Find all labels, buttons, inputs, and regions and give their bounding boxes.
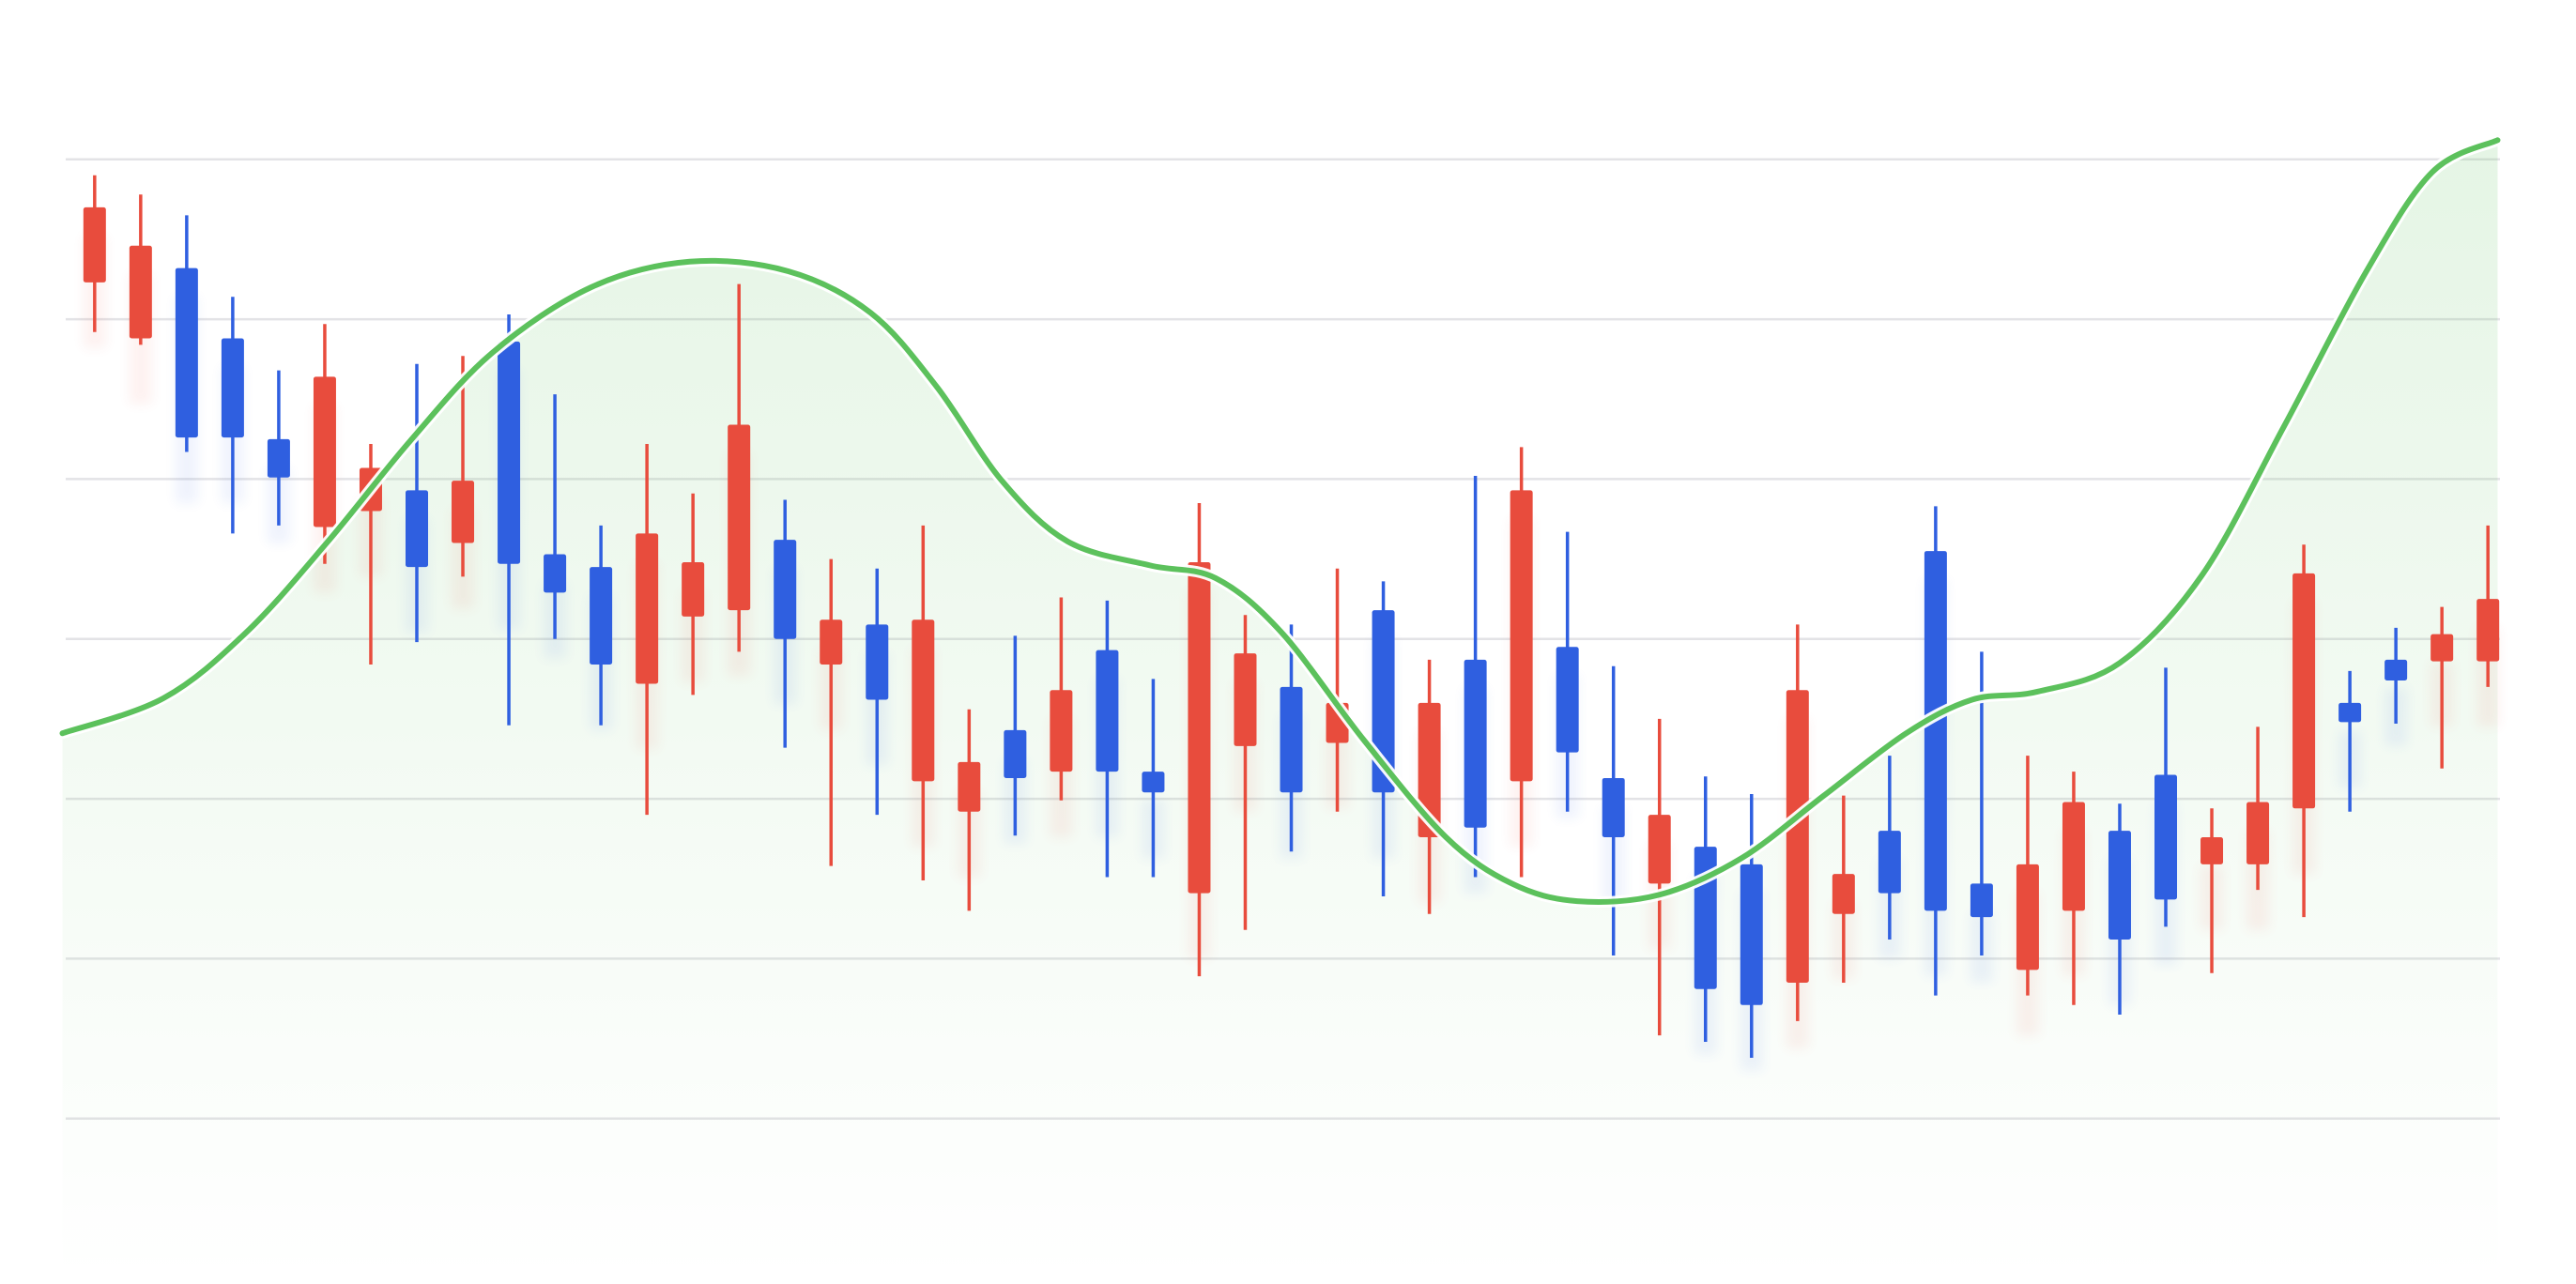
candle-body [267, 438, 290, 478]
candle-body [1188, 561, 1211, 894]
candle-body [1510, 490, 1533, 782]
line-area [62, 140, 2498, 1279]
candle-body [175, 268, 198, 438]
candle-body [2062, 802, 2085, 911]
candle-body [221, 338, 244, 438]
candle-body [452, 481, 475, 543]
candle-body [682, 561, 705, 617]
candle-body [774, 540, 797, 639]
candle-body [1280, 686, 1303, 793]
candle-body [2016, 864, 2039, 971]
candle-body [2384, 659, 2408, 681]
candle-body [1786, 690, 1809, 983]
candle-body [1648, 815, 1671, 884]
candle-body [866, 624, 889, 700]
candle-body [1924, 551, 1947, 911]
candle-body [1464, 659, 1487, 828]
candle-body [1050, 690, 1073, 772]
candle-body [1602, 777, 1625, 837]
candle-body [498, 341, 521, 564]
line [59, 137, 2501, 905]
candle-body [1832, 874, 1855, 914]
candle-body [1418, 702, 1441, 837]
candle-body [544, 554, 567, 593]
candle-body [83, 206, 106, 283]
candle-body [728, 424, 751, 611]
candle-body [2292, 573, 2316, 809]
candle-body [2154, 774, 2178, 900]
candle-body [1096, 650, 1119, 772]
candle-body [313, 376, 336, 527]
candle-body [958, 761, 981, 812]
candle-body [129, 245, 152, 339]
candle-body [2430, 634, 2454, 662]
candle-body [1970, 883, 1993, 918]
candle-body [2200, 836, 2224, 864]
candle-body [912, 619, 935, 782]
candle-body [820, 619, 843, 665]
candle-body [1878, 831, 1901, 894]
candle-body [1740, 864, 1763, 1005]
candle-body [1142, 772, 1165, 793]
candle-body [1004, 729, 1027, 778]
candle-body [1556, 647, 1579, 753]
candle-body [2476, 599, 2500, 662]
candle-body [636, 533, 659, 684]
candle-body [2338, 702, 2362, 723]
candle-body [1372, 610, 1395, 793]
candle-body [2246, 802, 2270, 864]
candle-body [406, 490, 429, 568]
candle-body [2108, 831, 2131, 940]
candle-body [1234, 653, 1257, 746]
candle-body [590, 567, 613, 665]
